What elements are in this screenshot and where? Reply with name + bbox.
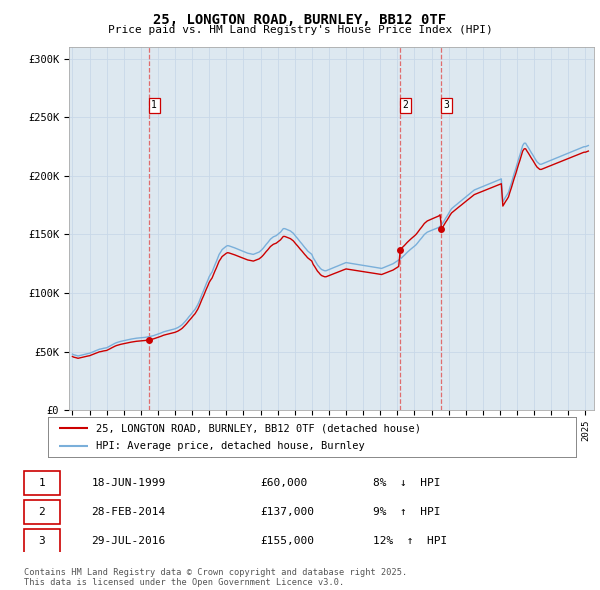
Text: Contains HM Land Registry data © Crown copyright and database right 2025.
This d: Contains HM Land Registry data © Crown c… (24, 568, 407, 587)
Text: 3: 3 (38, 536, 46, 546)
Text: 28-FEB-2014: 28-FEB-2014 (91, 507, 166, 517)
Text: 2: 2 (38, 507, 46, 517)
Text: £155,000: £155,000 (260, 536, 314, 546)
Text: 8%  ↓  HPI: 8% ↓ HPI (373, 478, 441, 488)
Text: HPI: Average price, detached house, Burnley: HPI: Average price, detached house, Burn… (95, 441, 364, 451)
Text: 25, LONGTON ROAD, BURNLEY, BB12 0TF (detached house): 25, LONGTON ROAD, BURNLEY, BB12 0TF (det… (95, 424, 421, 434)
Text: 1: 1 (38, 478, 46, 488)
Text: 18-JUN-1999: 18-JUN-1999 (91, 478, 166, 488)
FancyBboxPatch shape (23, 471, 60, 495)
Text: 12%  ↑  HPI: 12% ↑ HPI (373, 536, 448, 546)
FancyBboxPatch shape (23, 529, 60, 553)
Text: Price paid vs. HM Land Registry's House Price Index (HPI): Price paid vs. HM Land Registry's House … (107, 25, 493, 35)
Text: 29-JUL-2016: 29-JUL-2016 (91, 536, 166, 546)
Text: 25, LONGTON ROAD, BURNLEY, BB12 0TF: 25, LONGTON ROAD, BURNLEY, BB12 0TF (154, 13, 446, 27)
Text: 1: 1 (151, 100, 157, 110)
Text: 9%  ↑  HPI: 9% ↑ HPI (373, 507, 441, 517)
FancyBboxPatch shape (23, 500, 60, 525)
Text: 2: 2 (403, 100, 409, 110)
Text: 3: 3 (444, 100, 450, 110)
Text: £137,000: £137,000 (260, 507, 314, 517)
Text: £60,000: £60,000 (260, 478, 308, 488)
